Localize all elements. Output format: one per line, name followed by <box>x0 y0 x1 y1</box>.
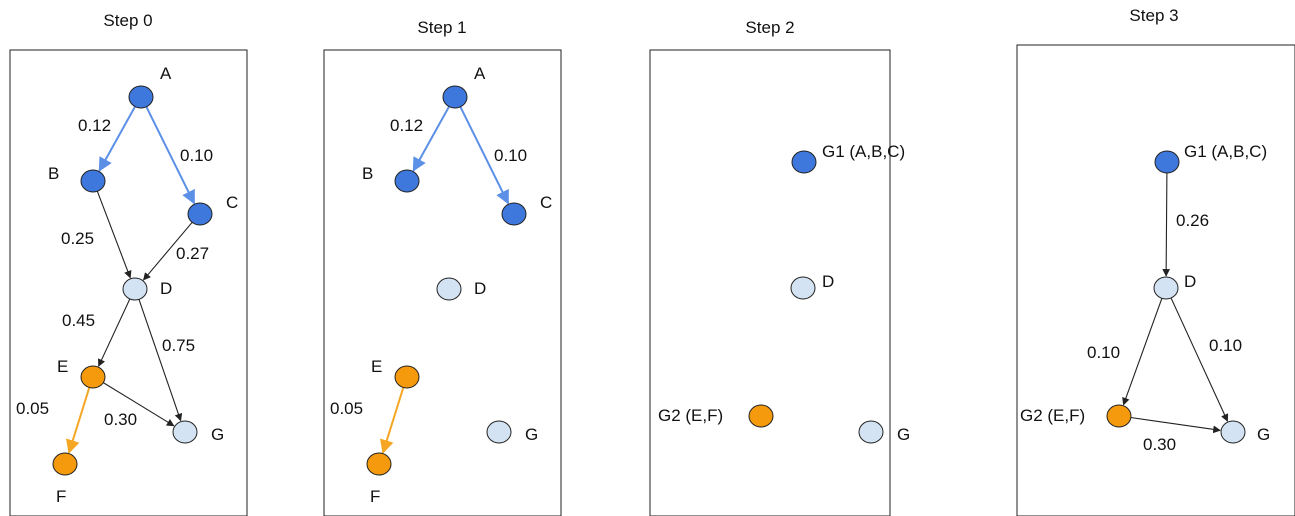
node-label-c: C <box>540 193 552 212</box>
node-d <box>436 277 462 301</box>
node-f <box>52 452 78 476</box>
node-a <box>442 85 468 109</box>
panel-title: Step 2 <box>745 18 794 37</box>
edge-b-d <box>96 190 132 279</box>
edge-weight-label: 0.27 <box>176 244 209 263</box>
node-label-b: B <box>48 164 59 183</box>
panel-step-3: Step 3 0.26 0.10 0.10 0.30 G1 (A,B,C) D G2 (E,F… <box>1016 6 1295 516</box>
node-label-b: B <box>362 164 373 183</box>
node-g2 <box>1106 404 1132 428</box>
panel-step-2: Step 2 G1 (A,B,C) D G2 (E,F) G <box>649 18 910 516</box>
edge-weight-label: 0.75 <box>162 336 195 355</box>
edge-weight-label: 0.45 <box>62 311 95 330</box>
node-d <box>1153 276 1179 300</box>
node-label-e: E <box>371 357 382 376</box>
node-e <box>394 365 420 389</box>
node-g1 <box>791 150 817 174</box>
edge-g1-d <box>1162 171 1171 277</box>
edge-weight-label: 0.12 <box>78 116 111 135</box>
panel-title: Step 0 <box>103 11 152 30</box>
node-g <box>1220 420 1246 444</box>
edge-weight-label: 0.12 <box>390 116 423 135</box>
panel-step-1: Step 1 0.12 0.10 0.05 A B C D E F G <box>323 18 562 516</box>
node-label-d: D <box>1184 272 1196 291</box>
edge-e-f <box>380 386 405 454</box>
node-label-a: A <box>474 64 486 83</box>
edge-c-d <box>143 221 194 281</box>
panel-frame <box>9 49 248 516</box>
node-label-d: D <box>474 279 486 298</box>
edge-weight-label: 0.10 <box>1087 343 1120 362</box>
node-g2 <box>748 404 774 428</box>
edge-a-b <box>412 105 451 172</box>
node-g <box>486 420 512 444</box>
edge-d-g <box>1170 296 1229 422</box>
panel-title: Step 1 <box>417 18 466 37</box>
node-label-f: F <box>370 487 380 506</box>
panel-step-0: Step 0 0.12 0.10 0.25 0.27 0.45 0.75 0.05 0.30 A B… <box>9 11 248 516</box>
edge-a-b <box>98 105 137 172</box>
panel-title: Step 3 <box>1129 6 1178 25</box>
edge-weight-label: 0.10 <box>1209 336 1242 355</box>
panel-frame <box>649 49 891 516</box>
edge-e-f <box>66 386 91 454</box>
edge-weight-label: 0.05 <box>330 399 363 418</box>
edge-weight-label: 0.30 <box>1143 435 1176 454</box>
node-c <box>187 202 213 226</box>
edge-a-c <box>459 105 510 205</box>
node-b <box>394 169 420 193</box>
node-f <box>366 452 392 476</box>
node-g1 <box>1154 150 1180 174</box>
node-label-g: G <box>525 425 538 444</box>
node-label-e: E <box>57 357 68 376</box>
panel-frame <box>323 49 562 516</box>
node-label-g2: G2 (E,F) <box>658 406 723 425</box>
node-label-c: C <box>226 193 238 212</box>
edge-d-e <box>98 297 131 367</box>
edge-weight-label: 0.10 <box>494 146 527 165</box>
node-label-d: D <box>160 279 172 298</box>
node-label-a: A <box>160 64 172 83</box>
node-label-g2: G2 (E,F) <box>1020 406 1085 425</box>
node-a <box>128 85 154 109</box>
node-label-g: G <box>1257 425 1270 444</box>
node-b <box>80 169 106 193</box>
edge-weight-label: 0.26 <box>1176 211 1209 230</box>
node-label-g: G <box>211 425 224 444</box>
panel-frame <box>1016 44 1295 516</box>
node-label-g: G <box>897 425 910 444</box>
edge-weight-label: 0.30 <box>104 410 137 429</box>
edge-g2-g <box>1129 416 1221 434</box>
node-c <box>501 202 527 226</box>
node-d <box>122 277 148 301</box>
edge-weight-label: 0.05 <box>16 399 49 418</box>
node-e <box>80 365 106 389</box>
node-label-g1: G1 (A,B,C) <box>1184 142 1267 161</box>
node-label-g1: G1 (A,B,C) <box>822 142 905 161</box>
edge-d-g2 <box>1122 297 1163 406</box>
node-label-f: F <box>56 487 66 506</box>
node-d <box>790 276 816 300</box>
node-g <box>172 420 198 444</box>
node-label-d: D <box>822 272 834 291</box>
edge-weight-label: 0.10 <box>180 146 213 165</box>
node-g <box>858 420 884 444</box>
edge-weight-label: 0.25 <box>61 229 94 248</box>
edge-d-g <box>138 298 183 422</box>
edge-a-c <box>145 105 196 205</box>
edge-e-g <box>102 381 175 427</box>
